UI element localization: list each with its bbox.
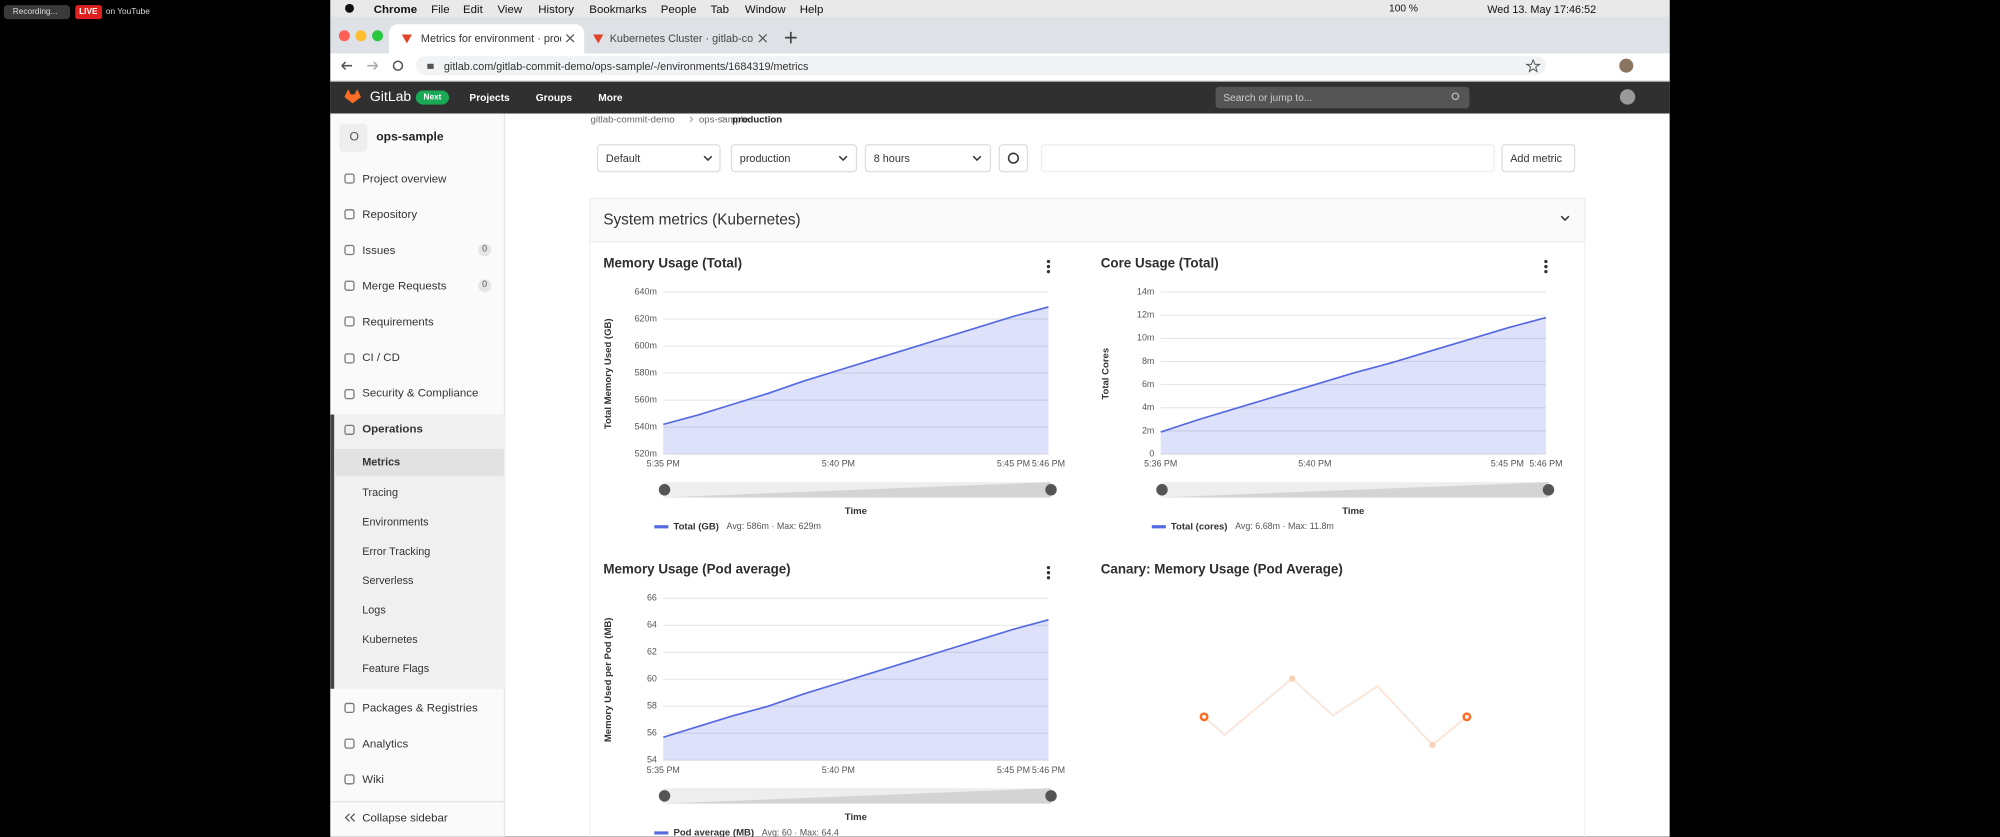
project-avatar: [339, 123, 368, 152]
add-metric-button[interactable]: [1501, 144, 1576, 173]
tab-title[interactable]: Metrics for environment · prod: [420, 31, 562, 45]
sidebar-subitem[interactable]: Feature Flags: [362, 662, 430, 675]
metrics-highlight: [334, 448, 504, 476]
nav-menu[interactable]: Groups: [535, 92, 573, 104]
sidebar-item[interactable]: Packages & Registries: [362, 701, 478, 714]
live-label: LIVE: [79, 7, 98, 17]
url-field[interactable]: [415, 56, 1546, 76]
tab-title[interactable]: Kubernetes Cluster · gitlab-co: [609, 31, 753, 45]
clock: Wed 13. May 17:46:52: [1487, 2, 1597, 16]
sidebar-subitem[interactable]: Serverless: [362, 573, 414, 587]
sidebar-icon: [344, 280, 355, 292]
menu-item[interactable]: Help: [799, 2, 824, 15]
sidebar-icon: [344, 316, 355, 328]
search-box[interactable]: [1215, 86, 1470, 109]
tab-active[interactable]: [389, 24, 585, 54]
sidebar-subitem[interactable]: Kubernetes: [362, 632, 418, 646]
sidebar-subitem[interactable]: Tracing: [362, 485, 398, 499]
menu-item[interactable]: Edit: [463, 2, 483, 15]
sidebar-subitem[interactable]: Environments: [362, 514, 429, 528]
dropdown[interactable]: [596, 144, 721, 173]
menu-item[interactable]: File: [431, 2, 450, 15]
dropdown[interactable]: [864, 144, 992, 173]
count-badge: [478, 279, 492, 293]
menu-bar: [330, 0, 1670, 17]
sidebar-icon: [344, 173, 355, 184]
sidebar-item[interactable]: Issues: [362, 243, 396, 257]
dropdown-label: production: [739, 152, 791, 166]
dropdown[interactable]: [730, 144, 858, 173]
filter-field: [1040, 144, 1495, 173]
menu-item[interactable]: History: [538, 2, 574, 15]
refresh-button[interactable]: [998, 144, 1029, 173]
sidebar-icon: [344, 388, 355, 399]
sidebar-icon: [344, 424, 355, 435]
sidebar-item[interactable]: Operations: [362, 422, 423, 436]
menu-item[interactable]: Bookmarks: [589, 2, 647, 15]
menu-item[interactable]: People: [660, 2, 697, 15]
sidebar-item[interactable]: Security & Compliance: [362, 386, 479, 400]
sidebar-item[interactable]: CI / CD: [362, 350, 400, 364]
project-name[interactable]: ops-sample: [376, 130, 444, 145]
battery: 100 %: [1389, 2, 1418, 15]
dropdown-label: 8 hours: [873, 152, 910, 166]
search-placeholder: Search or jump to...: [1223, 92, 1313, 104]
sidebar-item[interactable]: Requirements: [362, 315, 434, 328]
breadcrumb[interactable]: gitlab-commit-demo: [590, 113, 675, 125]
badge: [415, 90, 449, 105]
recording-label: Recording...: [12, 7, 58, 17]
dropdown-label: Default: [605, 152, 641, 166]
badge-label: Next: [423, 93, 442, 103]
project-initial: O: [349, 130, 359, 145]
panel-header: [589, 197, 1586, 243]
menu-item[interactable]: Tab: [710, 2, 729, 15]
menu-item[interactable]: Window: [744, 2, 786, 15]
sidebar-item[interactable]: Repository: [362, 207, 418, 221]
menu-item[interactable]: View: [497, 2, 523, 15]
count-badge: [478, 243, 492, 257]
sidebar-item[interactable]: Project overview: [362, 171, 447, 185]
sidebar-subitem[interactable]: Metrics: [362, 455, 401, 469]
sidebar-subitem[interactable]: Error Tracking: [362, 544, 431, 557]
brand: GitLab: [369, 89, 412, 106]
sidebar-icon: [344, 245, 355, 256]
nav-menu[interactable]: More: [598, 92, 623, 104]
sidebar-icon: [344, 774, 355, 785]
panel-title[interactable]: System metrics (Kubernetes): [603, 210, 801, 229]
sidebar-icon: [344, 738, 355, 749]
count: 0: [482, 280, 488, 290]
count: 0: [482, 244, 488, 254]
url: gitlab.com/gitlab-commit-demo/ops-sample…: [443, 59, 809, 73]
add-metric: Add metric: [1510, 152, 1563, 166]
panel-body: [589, 242, 1586, 837]
sidebar-icon: [344, 209, 355, 220]
menu-item[interactable]: Chrome: [373, 2, 418, 15]
sidebar-icon: [344, 702, 355, 714]
sidebar-icon: [344, 352, 355, 363]
sidebar-subitem[interactable]: Logs: [362, 603, 386, 616]
nav-menu[interactable]: Projects: [469, 92, 510, 104]
sidebar-item[interactable]: Analytics: [362, 736, 409, 750]
youtube-label: on YouTube: [105, 7, 150, 17]
recording-pill: [3, 5, 71, 20]
sidebar-item[interactable]: Merge Requests: [362, 279, 447, 292]
sidebar-item[interactable]: Wiki: [362, 772, 384, 786]
collapse-border: [330, 801, 506, 803]
collapse[interactable]: Collapse sidebar: [362, 810, 448, 824]
breadcrumb[interactable]: production: [732, 113, 783, 125]
active-stripe: [330, 414, 335, 689]
live-badge: [75, 5, 103, 20]
